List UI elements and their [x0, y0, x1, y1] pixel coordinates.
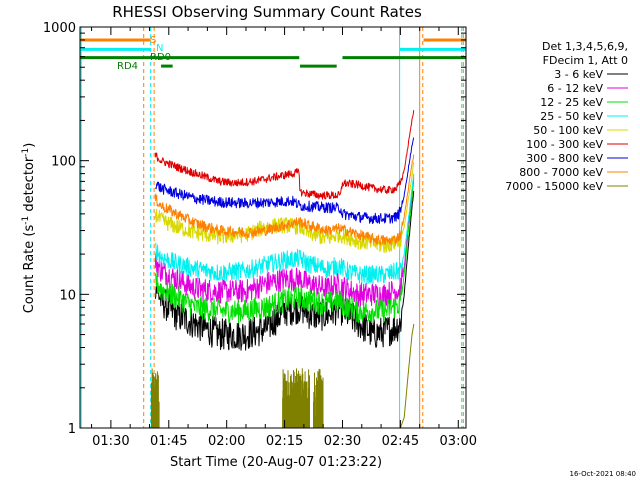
- y-tick-label-0: 1: [68, 422, 76, 437]
- y-tick-label-2: 100: [51, 155, 76, 170]
- series-line-7: [154, 154, 415, 246]
- legend-label-7: 800 - 7000 keV: [519, 166, 603, 179]
- legend-label-5: 100 - 300 keV: [526, 138, 603, 151]
- legend-label-1: 6 - 12 keV: [547, 82, 603, 95]
- x-tick-label-2: 02:00: [208, 434, 245, 449]
- plot-area: 01:30 01:45 02:00 02:15 02:30 02:45 03:00 1 10 10…: [43, 21, 477, 449]
- legend-label-0: 3 - 6 keV: [554, 68, 603, 81]
- series-line-6: [155, 137, 415, 224]
- flag-label-rd4: RD4: [117, 61, 138, 72]
- legend-label-3: 25 - 50 keV: [540, 110, 603, 123]
- x-tick-label-5: 02:45: [382, 434, 419, 449]
- vertical-markers: [80, 27, 464, 428]
- plot-timestamp: 16-Oct-2021 08:40: [570, 470, 636, 478]
- flag-label-n: N: [156, 43, 163, 54]
- legend-header-1: Det 1,3,4,5,6,9,: [542, 40, 628, 53]
- y-axis-label: Count Rate (s-1 detector-1): [21, 143, 37, 314]
- x-tick-label-6: 03:00: [440, 434, 477, 449]
- legend-label-4: 50 - 100 keV: [533, 124, 603, 137]
- series-line-3: [155, 173, 415, 285]
- flag-bars: [80, 38, 466, 68]
- series-line-5: [154, 110, 415, 200]
- x-axis-label: Start Time (20-Aug-07 01:23:22): [170, 455, 382, 470]
- series-line-1: [154, 177, 415, 307]
- legend: Det 1,3,4,5,6,9, FDecim 1, Att 0 3 - 6 k…: [505, 40, 628, 193]
- x-tick-label-4: 02:30: [324, 434, 361, 449]
- flag-label-rd0: RD0: [150, 52, 171, 63]
- series-lines: [150, 110, 415, 429]
- legend-label-6: 300 - 800 keV: [526, 152, 603, 165]
- axis-ticks: 01:30 01:45 02:00 02:15 02:30 02:45 03:00 1 10 10…: [43, 21, 477, 449]
- series-line-4: [154, 162, 415, 254]
- flag-label-s: S: [150, 35, 156, 46]
- y-tick-label-1: 10: [59, 288, 76, 303]
- legend-header-2: FDecim 1, Att 0: [543, 54, 628, 67]
- legend-label-2: 12 - 25 keV: [540, 96, 603, 109]
- x-tick-label-0: 01:30: [92, 434, 129, 449]
- x-tick-label-3: 02:15: [266, 434, 303, 449]
- series-7000-15000-kev: [150, 323, 415, 429]
- series-line-2: [154, 180, 415, 324]
- legend-label-8: 7000 - 15000 keV: [505, 180, 603, 193]
- y-tick-label-3: 1000: [43, 21, 76, 36]
- x-tick-label-1: 01:45: [150, 434, 187, 449]
- chart-title: RHESSI Observing Summary Count Rates: [112, 3, 422, 21]
- plot-frame: [79, 26, 467, 429]
